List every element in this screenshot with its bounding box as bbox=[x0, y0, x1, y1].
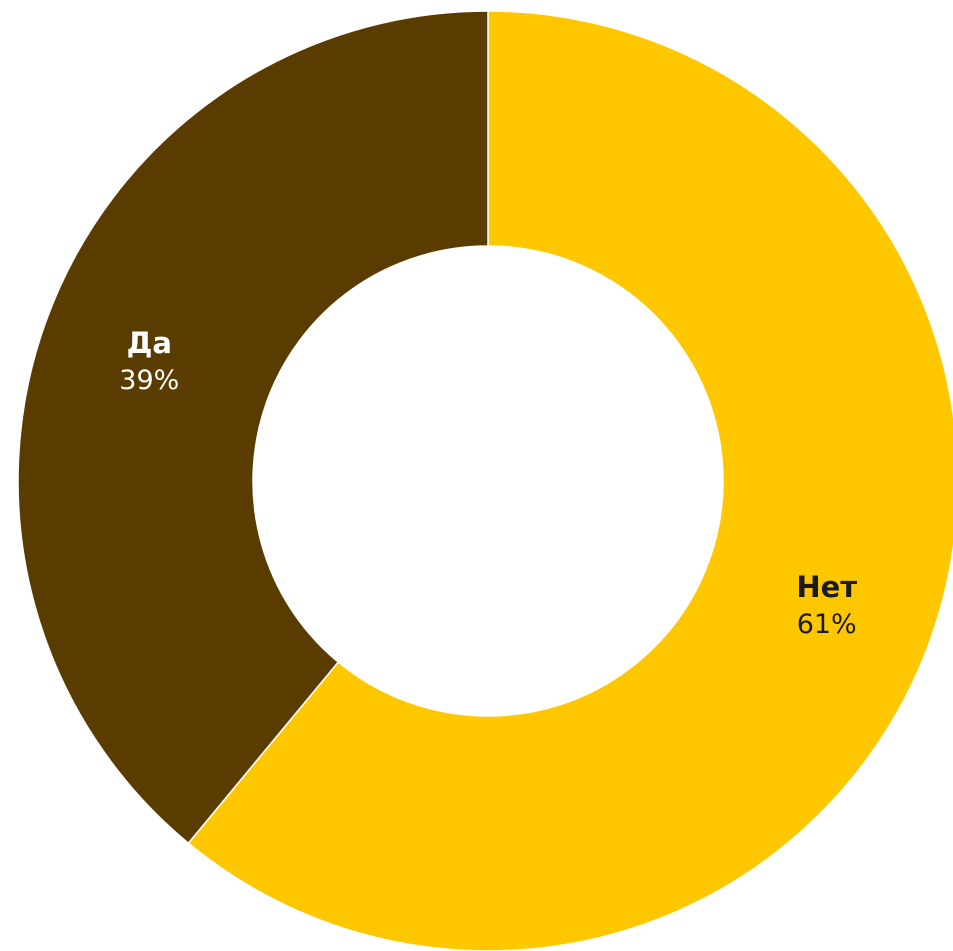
slice-label-value: 61% bbox=[797, 609, 857, 640]
slice-2 bbox=[17, 10, 489, 845]
slice-1 bbox=[187, 10, 953, 951]
donut-slices bbox=[17, 10, 953, 951]
slice-label-value: 39% bbox=[119, 365, 179, 396]
slice-label-name: Да bbox=[127, 326, 172, 360]
slice-label-name: Нет bbox=[796, 570, 857, 604]
donut-labels: Нет 61% Да 39% bbox=[119, 326, 857, 640]
